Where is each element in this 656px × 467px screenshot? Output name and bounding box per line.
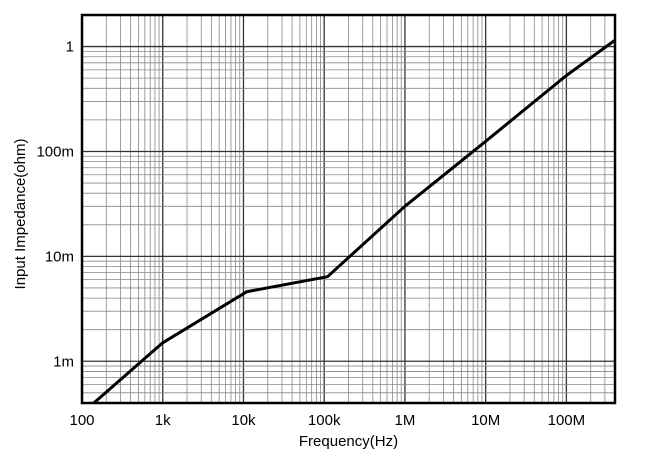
grid-lines <box>81 14 616 404</box>
y-tick-label: 1m <box>53 353 74 370</box>
series-line-0 <box>92 38 616 405</box>
x-tick-label: 10k <box>231 412 256 429</box>
x-axis-title: Frequency(Hz) <box>299 433 398 450</box>
x-tick-label: 100M <box>548 412 586 429</box>
x-tick-label: 100 <box>69 412 94 429</box>
plot-frame <box>80 13 617 405</box>
x-tick-label: 1k <box>155 412 171 429</box>
y-axis-title: Input Impedance(ohm) <box>12 139 29 290</box>
x-tick-labels: 100 1k 10k 100k 1M 10M 100M <box>69 412 585 429</box>
x-tick-label: 100k <box>308 412 341 429</box>
y-tick-labels: 1m 10m 100m 1 <box>36 39 74 371</box>
data-series <box>92 38 616 405</box>
y-tick-label: 1 <box>66 39 74 56</box>
y-tick-label: 100m <box>36 143 74 160</box>
x-tick-label: 10M <box>471 412 500 429</box>
y-tick-label: 10m <box>45 248 74 265</box>
x-tick-label: 1M <box>395 412 416 429</box>
